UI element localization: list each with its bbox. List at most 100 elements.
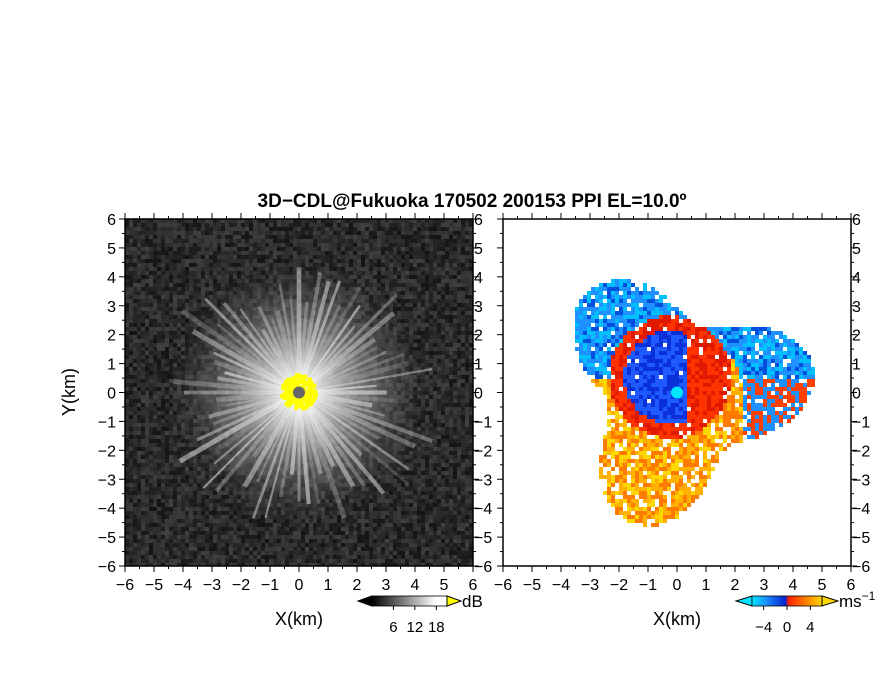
reflectivity-noise-cell	[405, 291, 409, 295]
reflectivity-noise-cell	[197, 227, 201, 231]
reflectivity-noise-cell	[461, 275, 465, 279]
reflectivity-noise-cell	[189, 271, 193, 275]
reflectivity-noise-cell	[465, 343, 469, 347]
reflectivity-noise-cell	[449, 287, 453, 291]
reflectivity-noise-cell	[185, 319, 189, 323]
reflectivity-noise-cell	[185, 287, 189, 291]
reflectivity-noise-cell	[337, 231, 341, 235]
reflectivity-noise-cell	[305, 239, 309, 243]
reflectivity-noise-cell	[369, 263, 373, 267]
reflectivity-noise-cell	[445, 227, 449, 231]
reflectivity-noise-cell	[449, 323, 453, 327]
reflectivity-noise-cell	[449, 295, 453, 299]
reflectivity-noise-cell	[141, 291, 145, 295]
reflectivity-noise-cell	[169, 259, 173, 263]
reflectivity-noise-cell	[161, 279, 165, 283]
reflectivity-noise-cell	[465, 239, 469, 243]
reflectivity-noise-cell	[133, 339, 137, 343]
reflectivity-noise-cell	[333, 263, 337, 267]
reflectivity-noise-cell	[205, 259, 209, 263]
reflectivity-noise-cell	[277, 239, 281, 243]
reflectivity-noise-cell	[157, 283, 161, 287]
reflectivity-noise-cell	[237, 243, 241, 247]
reflectivity-noise-cell	[413, 267, 417, 271]
reflectivity-noise-cell	[265, 219, 269, 223]
reflectivity-noise-cell	[209, 263, 213, 267]
reflectivity-noise-cell	[401, 291, 405, 295]
reflectivity-noise-cell	[457, 363, 461, 367]
reflectivity-noise-cell	[177, 327, 181, 331]
reflectivity-noise-cell	[177, 271, 181, 275]
reflectivity-noise-cell	[461, 423, 465, 427]
reflectivity-noise-cell	[141, 327, 145, 331]
reflectivity-noise-cell	[145, 303, 149, 307]
reflectivity-noise-cell	[449, 267, 453, 271]
reflectivity-noise-cell	[465, 367, 469, 371]
reflectivity-noise-cell	[397, 271, 401, 275]
reflectivity-noise-cell	[377, 283, 381, 287]
reflectivity-noise-cell	[149, 303, 153, 307]
reflectivity-noise-cell	[413, 303, 417, 307]
reflectivity-noise-cell	[437, 423, 441, 427]
reflectivity-noise-cell	[253, 235, 257, 239]
reflectivity-noise-cell	[401, 219, 405, 223]
reflectivity-noise-cell	[293, 227, 297, 231]
reflectivity-noise-cell	[389, 227, 393, 231]
reflectivity-noise-cell	[265, 259, 269, 263]
reflectivity-noise-cell	[453, 263, 457, 267]
reflectivity-noise-cell	[133, 359, 137, 363]
reflectivity-noise-cell	[181, 271, 185, 275]
reflectivity-noise-cell	[461, 259, 465, 263]
reflectivity-noise-cell	[193, 279, 197, 283]
reflectivity-noise-cell	[413, 239, 417, 243]
reflectivity-noise-cell	[189, 279, 193, 283]
reflectivity-noise-cell	[317, 227, 321, 231]
reflectivity-noise-cell	[137, 283, 141, 287]
reflectivity-noise-cell	[389, 279, 393, 283]
reflectivity-noise-cell	[197, 275, 201, 279]
reflectivity-noise-cell	[457, 407, 461, 411]
reflectivity-noise-cell	[329, 239, 333, 243]
reflectivity-noise-cell	[405, 227, 409, 231]
reflectivity-noise-cell	[321, 223, 325, 227]
reflectivity-noise-cell	[145, 343, 149, 347]
reflectivity-noise-cell	[469, 315, 473, 319]
reflectivity-noise-cell	[421, 347, 425, 351]
reflectivity-noise-cell	[433, 223, 437, 227]
reflectivity-noise-cell	[169, 231, 173, 235]
reflectivity-noise-cell	[265, 263, 269, 267]
reflectivity-noise-cell	[129, 295, 133, 299]
reflectivity-noise-cell	[401, 267, 405, 271]
reflectivity-noise-cell	[309, 239, 313, 243]
reflectivity-noise-cell	[453, 423, 457, 427]
reflectivity-noise-cell	[429, 223, 433, 227]
reflectivity-noise-cell	[125, 219, 129, 223]
reflectivity-noise-cell	[153, 423, 157, 427]
reflectivity-noise-cell	[461, 379, 465, 383]
reflectivity-noise-cell	[305, 231, 309, 235]
reflectivity-noise-cell	[165, 415, 169, 419]
reflectivity-noise-cell	[137, 267, 141, 271]
reflectivity-noise-cell	[457, 255, 461, 259]
reflectivity-noise-cell	[133, 407, 137, 411]
reflectivity-noise-cell	[161, 347, 165, 351]
reflectivity-noise-cell	[125, 383, 129, 387]
reflectivity-noise-cell	[445, 411, 449, 415]
reflectivity-noise-cell	[445, 387, 449, 391]
reflectivity-noise-cell	[429, 351, 433, 355]
reflectivity-noise-cell	[357, 235, 361, 239]
reflectivity-noise-cell	[373, 247, 377, 251]
reflectivity-noise-cell	[149, 223, 153, 227]
reflectivity-noise-cell	[173, 447, 177, 451]
reflectivity-noise-cell	[397, 291, 401, 295]
reflectivity-noise-cell	[161, 327, 165, 331]
reflectivity-noise-cell	[445, 239, 449, 243]
reflectivity-noise-cell	[229, 227, 233, 231]
reflectivity-noise-cell	[125, 243, 129, 247]
reflectivity-noise-cell	[445, 339, 449, 343]
reflectivity-noise-cell	[313, 231, 317, 235]
reflectivity-noise-cell	[153, 259, 157, 263]
reflectivity-noise-cell	[321, 243, 325, 247]
reflectivity-noise-cell	[349, 247, 353, 251]
reflectivity-noise-cell	[449, 347, 453, 351]
